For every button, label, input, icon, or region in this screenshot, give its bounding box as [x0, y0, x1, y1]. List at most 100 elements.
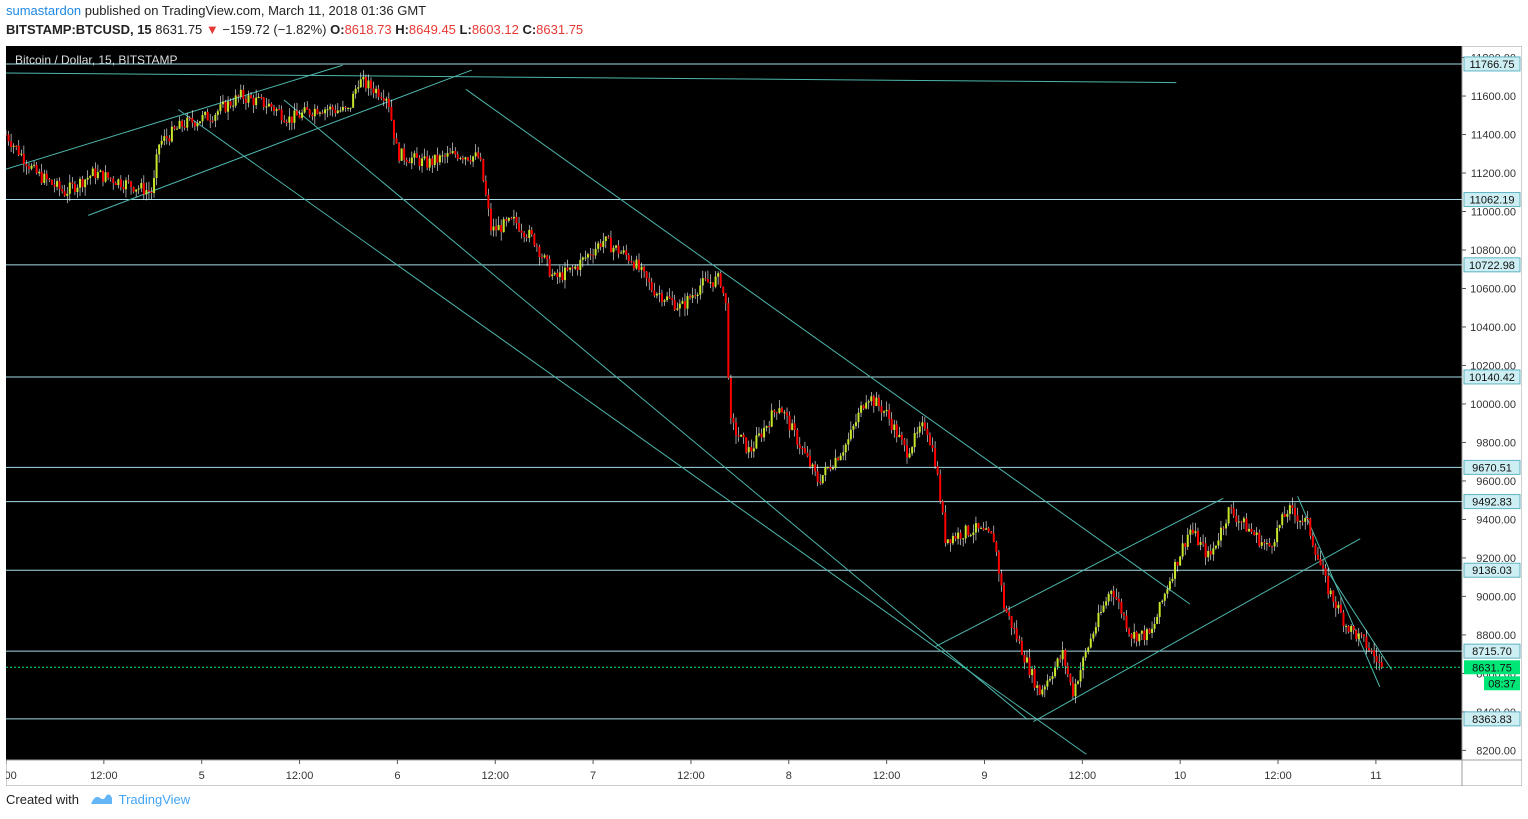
author-link[interactable]: sumastardon: [6, 3, 82, 18]
y-tick-label: 11200.00: [1471, 168, 1516, 180]
candle-body: [89, 175, 92, 178]
candle-body: [38, 171, 41, 174]
candle-body: [270, 103, 273, 108]
candle-body: [114, 182, 117, 186]
candle-body: [780, 408, 783, 413]
candle-body: [153, 178, 156, 193]
candle-body: [107, 172, 110, 178]
candle-body: [244, 99, 247, 103]
candle-body: [1122, 613, 1125, 616]
candle-body: [369, 80, 372, 89]
candle-body: [303, 107, 306, 113]
publish-info: sumastardon published on TradingView.com…: [6, 3, 426, 18]
candle-body: [854, 422, 857, 426]
candle-body: [252, 97, 255, 106]
candle-body: [1273, 542, 1276, 547]
candle-body: [632, 262, 635, 269]
candle-body: [541, 257, 544, 259]
candle-body: [441, 155, 444, 157]
candle-body: [694, 295, 697, 297]
candle-body: [1350, 626, 1353, 632]
candle-body: [165, 136, 168, 139]
candle-body: [803, 448, 806, 453]
candle-body: [660, 293, 663, 302]
candle-body: [597, 243, 600, 249]
candle-body: [17, 145, 20, 155]
candle-body: [964, 525, 967, 539]
candle-body: [1352, 626, 1355, 631]
candle-body: [1064, 649, 1067, 666]
x-tick-label: 1:00: [6, 770, 17, 782]
candle-body: [45, 173, 48, 180]
symbol-label: BITSTAMP:BTCUSD, 15: [6, 22, 152, 37]
last-price-label: 8631.75: [1472, 662, 1512, 674]
candle-body: [135, 189, 138, 192]
candle-body: [992, 533, 995, 543]
candle-body: [1181, 543, 1184, 557]
candle-body: [1015, 628, 1018, 640]
candle-body: [311, 114, 314, 117]
candle-body: [1265, 543, 1268, 545]
candle-body: [770, 410, 773, 427]
candle-body: [1010, 616, 1013, 628]
candle-body: [1309, 518, 1312, 536]
countdown-tag: [1484, 676, 1520, 691]
candle-body: [1008, 612, 1011, 617]
price-chart[interactable]: Bitcoin / Dollar, 15, BITSTAMP8200.00840…: [6, 46, 1522, 786]
x-tick-label: 12:00: [90, 770, 118, 782]
candle-body: [515, 216, 518, 224]
candle-body: [1156, 616, 1159, 624]
candle-body: [339, 110, 342, 112]
candle-body: [1048, 678, 1051, 681]
candle-body: [1138, 633, 1141, 642]
candle-body: [847, 439, 850, 445]
y-tick-label: 9600.00: [1476, 476, 1516, 488]
candle-body: [648, 278, 651, 283]
y-tick-label: 11000.00: [1471, 207, 1516, 219]
candle-body: [176, 128, 179, 130]
plot-area: [6, 46, 1462, 760]
candle-body: [1082, 657, 1085, 671]
candle-body: [783, 412, 786, 414]
candle-body: [94, 168, 97, 179]
trendline: [6, 64, 343, 170]
candle-body: [655, 293, 658, 296]
candle-body: [1378, 661, 1381, 663]
tradingview-link[interactable]: TradingView: [118, 792, 191, 807]
candle-body: [466, 157, 469, 161]
candle-body: [980, 527, 983, 529]
candle-body: [1199, 541, 1202, 546]
candle-body: [681, 301, 684, 304]
candle-body: [211, 120, 214, 122]
level-label: 11766.75: [1469, 59, 1514, 71]
candle-body: [1023, 655, 1026, 663]
candle-body: [1240, 521, 1243, 523]
candle-body: [1365, 636, 1368, 648]
candle-body: [1171, 578, 1174, 582]
candle-body: [1248, 528, 1251, 532]
candle-body: [911, 447, 914, 454]
candle-body: [1051, 676, 1054, 679]
candle-body: [1128, 628, 1131, 635]
candle-body: [579, 259, 582, 270]
candle-body: [428, 158, 431, 168]
candle-body: [872, 396, 875, 406]
candle-body: [273, 107, 276, 111]
candle-body: [1263, 542, 1266, 544]
candle-body: [201, 114, 204, 122]
candle-body: [645, 271, 648, 279]
candle-body: [1334, 601, 1337, 609]
level-tag: [1463, 711, 1521, 727]
candle-body: [1255, 532, 1258, 536]
candle-body: [377, 88, 380, 97]
candle-body: [553, 272, 556, 275]
candle-body: [191, 117, 194, 123]
candle-body: [1368, 647, 1371, 651]
candle-body: [1362, 634, 1365, 637]
candle-body: [1117, 598, 1120, 602]
candle-body: [898, 434, 901, 437]
candle-body: [627, 255, 630, 261]
candle-body: [663, 300, 666, 302]
candle-body: [278, 109, 281, 111]
candle-body: [209, 120, 212, 122]
